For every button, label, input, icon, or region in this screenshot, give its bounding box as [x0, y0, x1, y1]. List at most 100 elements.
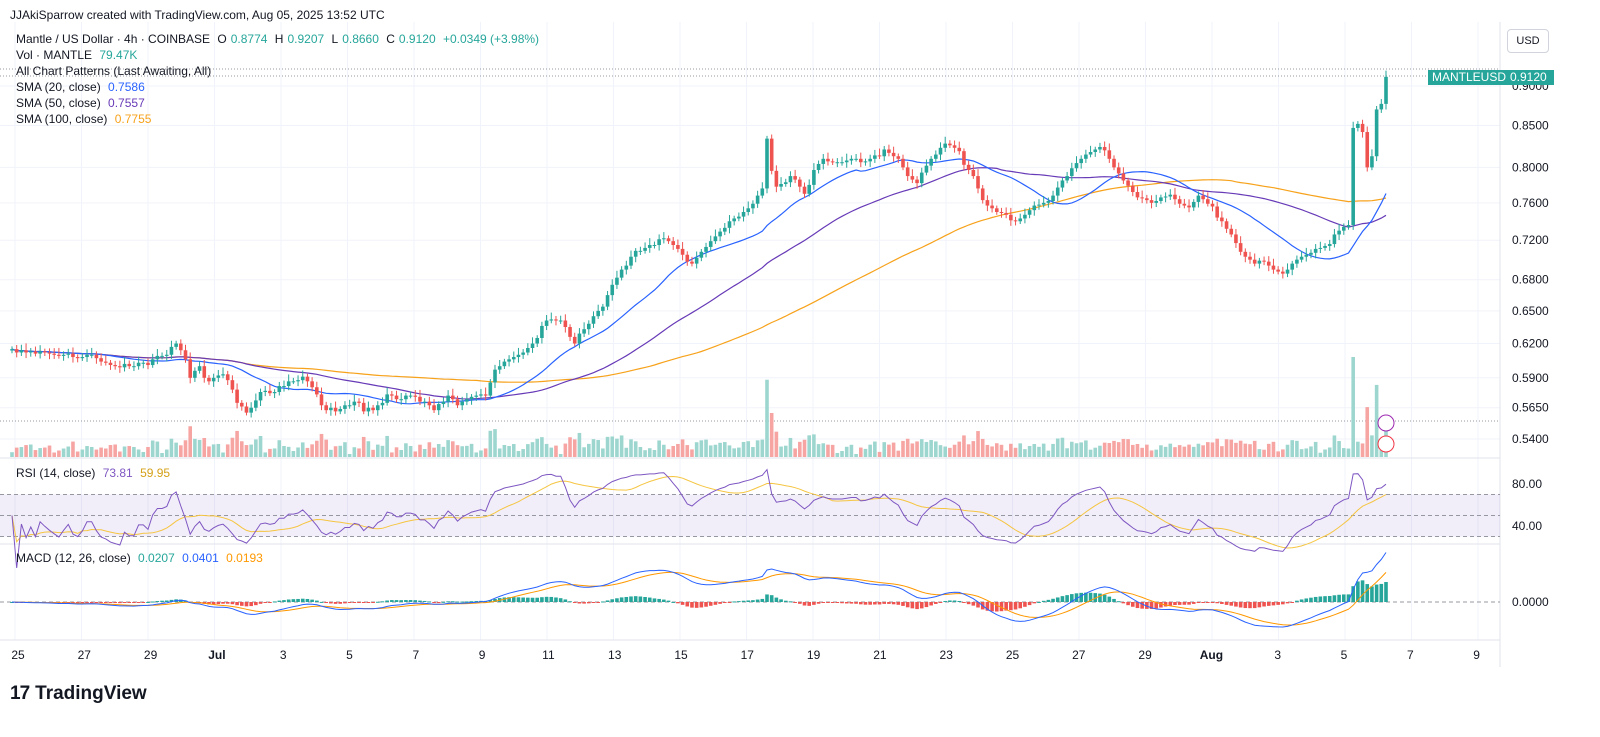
- volume-bar: [718, 442, 722, 457]
- candle: [1299, 256, 1304, 260]
- candle: [877, 155, 882, 157]
- macd-histogram-bar: [751, 600, 755, 602]
- tradingview-logo[interactable]: 17 TradingView: [10, 683, 147, 705]
- macd-histogram-bar: [1215, 602, 1219, 604]
- macd-histogram-bar: [352, 602, 357, 603]
- macd-histogram-bar: [671, 601, 676, 603]
- macd-histogram-bar: [1365, 584, 1370, 602]
- volume-bar: [1032, 444, 1037, 457]
- macd-histogram-bar: [591, 602, 596, 603]
- volume-bar: [197, 439, 202, 457]
- candle: [610, 284, 615, 296]
- volume-bar: [366, 441, 371, 457]
- volume-bar: [1351, 357, 1355, 457]
- macd-histogram-bar: [160, 600, 164, 602]
- candle: [1257, 260, 1262, 264]
- volume-bar: [1271, 441, 1276, 457]
- macd-histogram-bar: [1360, 580, 1365, 602]
- volume-bar: [840, 451, 844, 457]
- candle: [1046, 201, 1051, 203]
- volume-bar: [727, 445, 732, 457]
- candle: [19, 350, 24, 353]
- volume-bar: [732, 448, 736, 457]
- candle: [1135, 192, 1140, 198]
- price-tick-label: 0.5900: [1512, 371, 1549, 385]
- volume-bar: [24, 445, 28, 457]
- macd-histogram-bar: [1252, 602, 1257, 609]
- volume-bar: [33, 450, 38, 457]
- volume-bar: [751, 447, 755, 457]
- candle: [891, 152, 896, 157]
- macd-histogram-bar: [572, 602, 577, 603]
- volume-bar: [1187, 444, 1191, 457]
- volume-bar: [934, 441, 938, 457]
- volume-bar: [1248, 444, 1252, 457]
- volume-bar: [1285, 444, 1290, 457]
- volume-bar: [666, 449, 671, 457]
- candle: [352, 401, 357, 406]
- volume-bar: [47, 445, 52, 457]
- volume-bar: [455, 445, 460, 457]
- macd-histogram-bar: [952, 600, 957, 602]
- macd-histogram-bar: [1220, 602, 1224, 604]
- macd-histogram-bar: [1027, 602, 1032, 606]
- volume-bar: [71, 441, 75, 457]
- price-chart[interactable]: 0.90000.85000.80000.76000.72000.68000.65…: [0, 22, 1600, 667]
- candle: [371, 407, 375, 411]
- candle: [507, 359, 511, 362]
- candle: [132, 366, 136, 368]
- currency-button[interactable]: USD: [1507, 29, 1549, 53]
- macd-histogram-bar: [1351, 586, 1355, 602]
- macd-histogram-bar: [263, 602, 268, 603]
- macd-histogram-bar: [1285, 602, 1290, 604]
- candle: [615, 277, 619, 285]
- volume-bar: [591, 439, 596, 457]
- candle: [38, 351, 42, 354]
- candle: [1229, 228, 1234, 235]
- volume-bar: [816, 444, 821, 457]
- volume-bar: [1173, 447, 1177, 457]
- volume-bar: [826, 444, 830, 457]
- volume-bar: [483, 448, 488, 457]
- candle: [488, 382, 493, 396]
- macd-histogram-bar: [1130, 602, 1135, 607]
- candle: [47, 352, 52, 354]
- candle: [436, 404, 441, 411]
- macd-histogram-bar: [333, 602, 338, 604]
- volume-bar: [160, 453, 164, 457]
- volume-bar: [380, 445, 385, 457]
- candle: [1023, 214, 1027, 219]
- volume-bar: [418, 444, 422, 457]
- macd-histogram-bar: [1281, 602, 1285, 605]
- macd-histogram-bar: [1023, 602, 1027, 607]
- candle: [962, 151, 966, 165]
- volume-bar: [980, 438, 985, 457]
- volume-bar: [999, 444, 1004, 457]
- candle: [629, 256, 633, 266]
- candle: [812, 169, 816, 185]
- volume-bar: [329, 449, 333, 457]
- macd-histogram-bar: [347, 602, 352, 603]
- macd-histogram-bar: [727, 602, 732, 603]
- macd-histogram-bar: [338, 602, 343, 604]
- macd-histogram-bar: [596, 602, 600, 603]
- volume-bar: [760, 439, 765, 457]
- time-tick-label: 25: [11, 648, 25, 662]
- macd-histogram-bar: [802, 602, 807, 606]
- volume-bar: [61, 448, 66, 457]
- volume-bar: [676, 443, 680, 457]
- candle: [896, 156, 901, 159]
- macd-histogram-bar: [291, 599, 296, 602]
- macd-histogram-bar: [511, 597, 516, 602]
- macd-histogram-bar: [1299, 599, 1304, 602]
- macd-histogram-bar: [1356, 581, 1360, 602]
- volume-bar: [1051, 443, 1055, 457]
- volume-bar: [1318, 452, 1323, 457]
- candle: [807, 184, 812, 194]
- candle: [1365, 132, 1370, 168]
- macd-histogram-bar: [985, 602, 990, 611]
- macd-tick-label: 0.0000: [1512, 595, 1549, 609]
- volume-bar: [122, 446, 127, 457]
- candle: [685, 254, 690, 262]
- volume-bar: [315, 440, 319, 457]
